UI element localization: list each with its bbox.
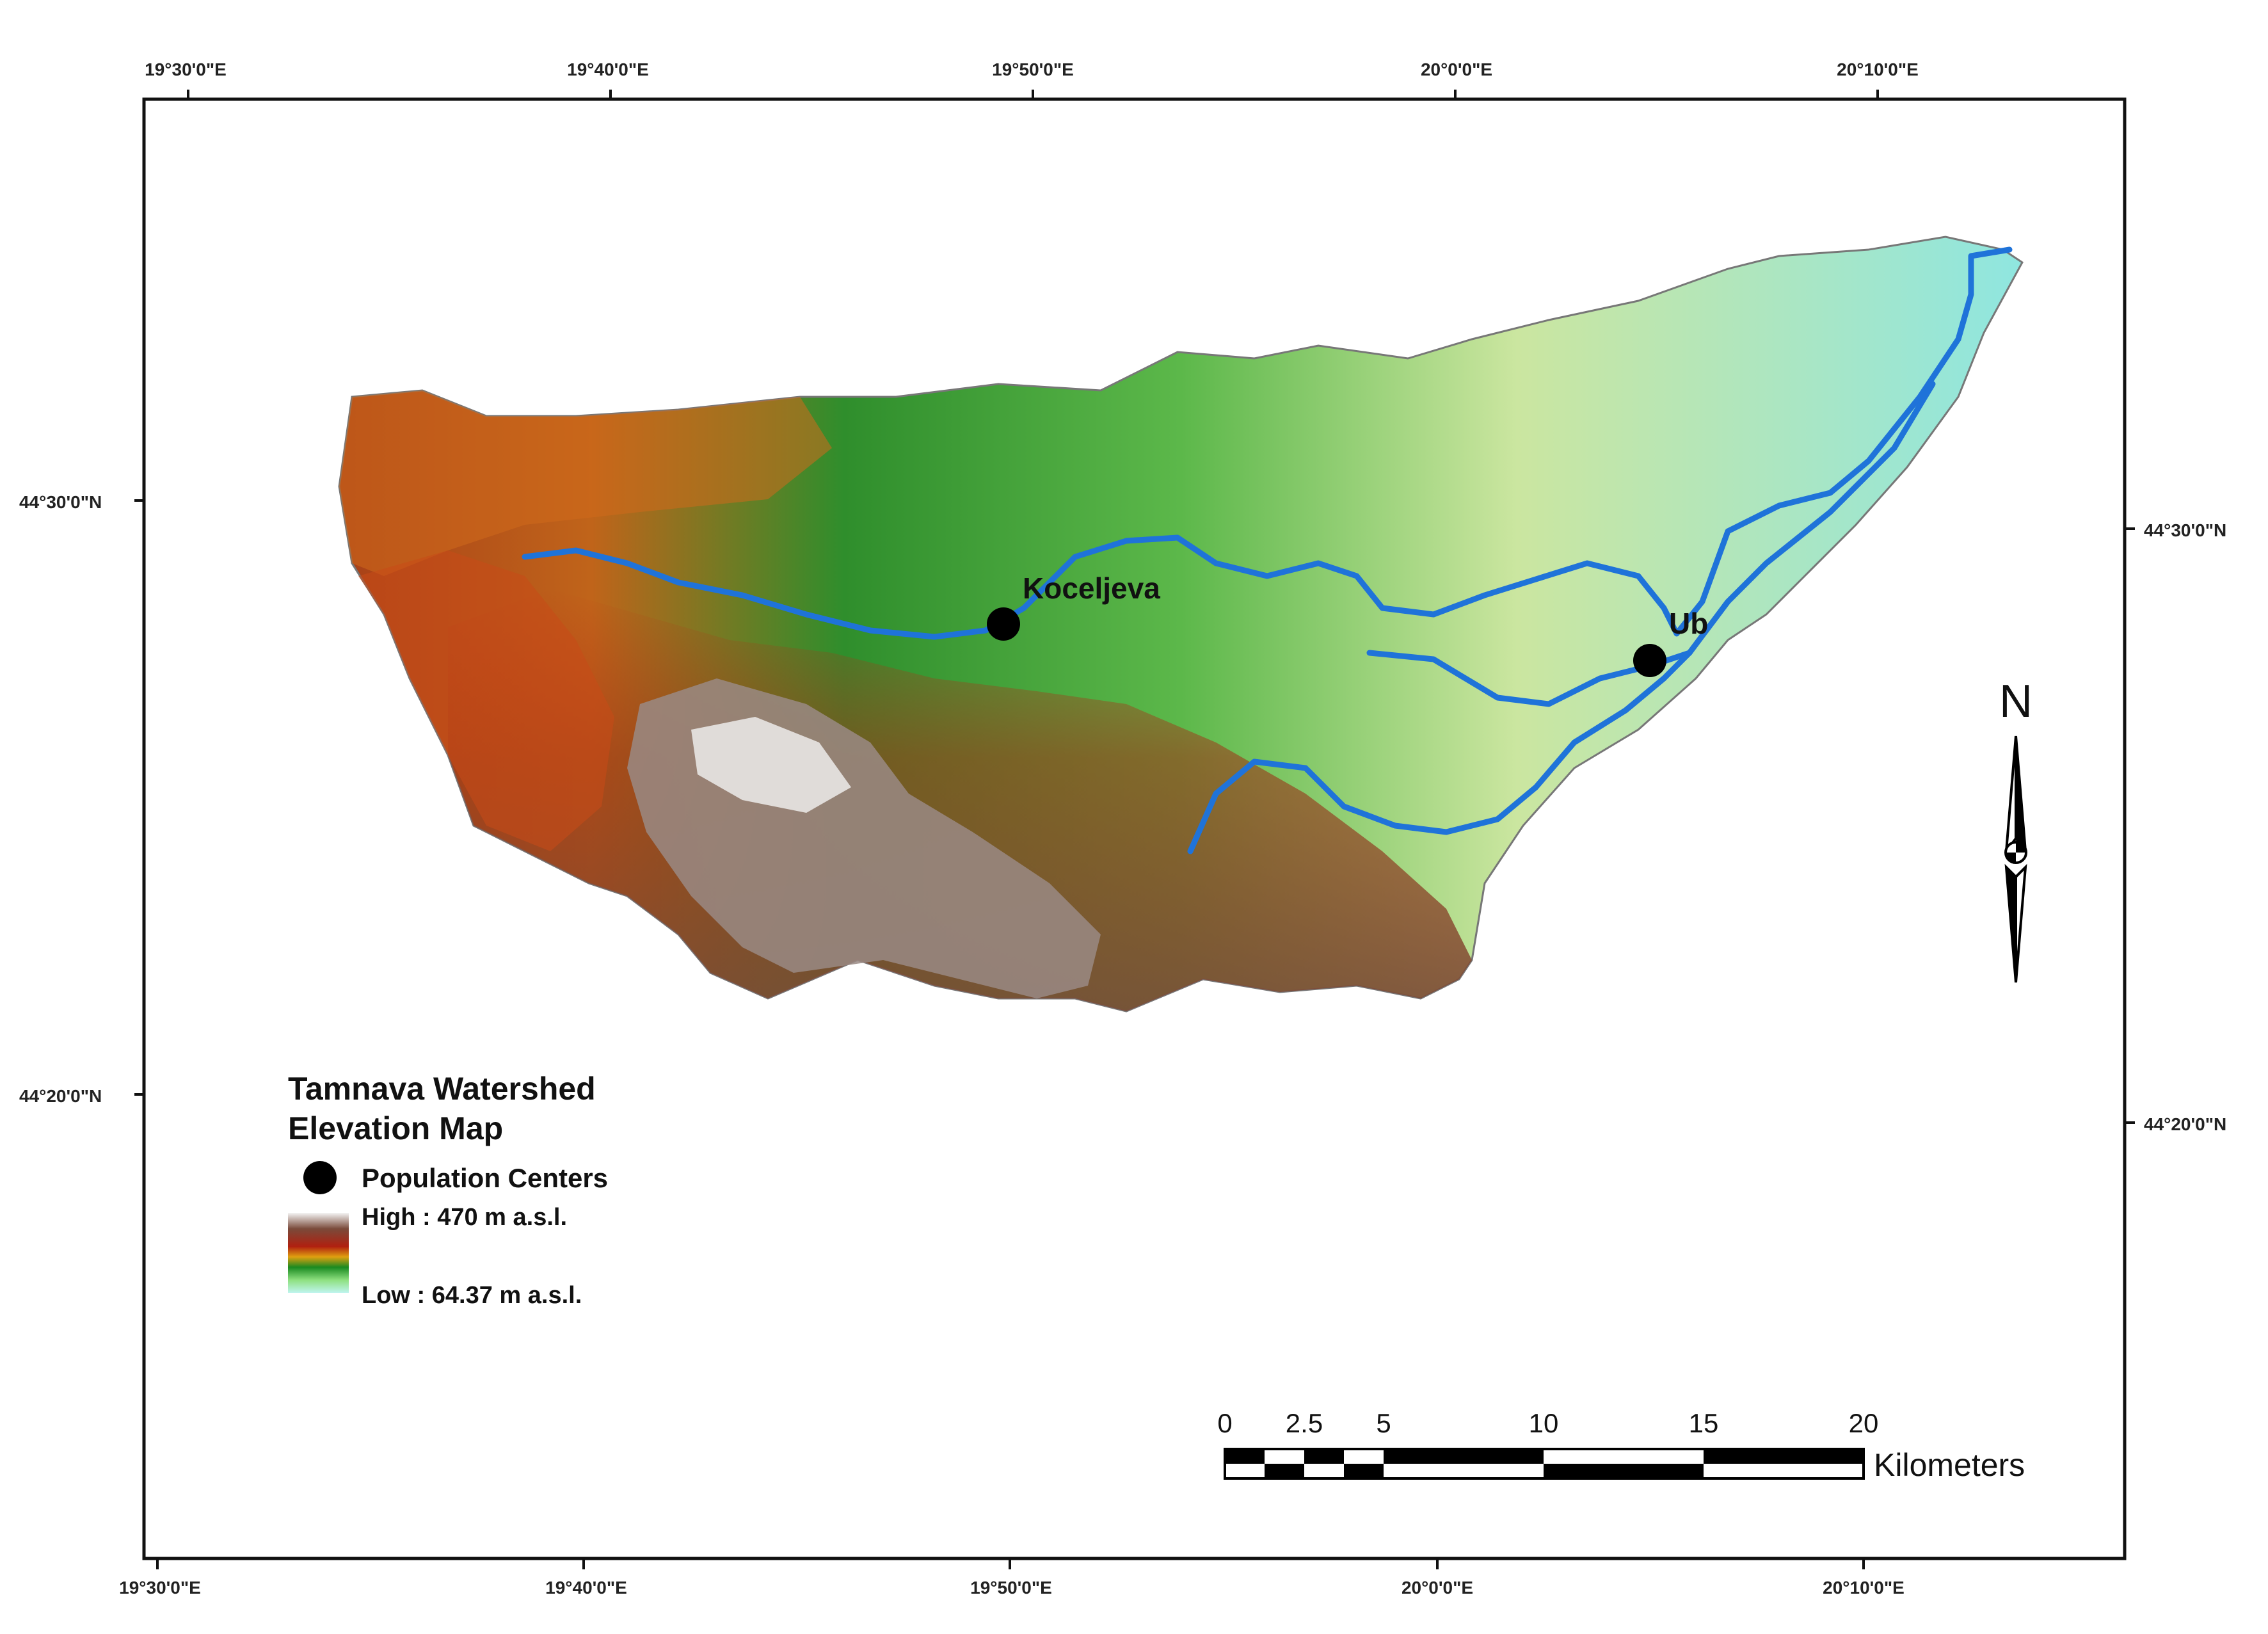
coord-top-1: 19°30'0"E [145,60,227,79]
legend-elevation-ramp [288,1213,349,1293]
scale-tick-2-5: 2.5 [1286,1408,1323,1438]
scale-tick-0: 0 [1217,1408,1232,1438]
tick-marks [134,90,2135,1569]
scale-seg [1704,1449,1864,1464]
western-slope [358,550,614,851]
rivers [522,246,2013,854]
ub-label: Ub [1669,607,1708,640]
scale-seg [1225,1449,1265,1464]
coord-left-1: 44°30'0"N [19,492,102,512]
legend-low-label: Low : 64.37 m a.s.l. [362,1282,582,1309]
north-letter: N [1999,676,2032,727]
coord-bottom-4: 20°0'0"E [1402,1578,1473,1598]
high-peaks-light [691,717,851,813]
north-arrow: N [1999,676,2032,983]
scale-tick-20: 20 [1849,1408,1879,1438]
scale-seg [1544,1464,1704,1478]
scale-tick-5: 5 [1376,1408,1391,1438]
scale-seg [1344,1464,1384,1478]
scale-unit-label: Kilometers [1874,1447,2025,1483]
north-arrow-center-fill [2006,842,2026,863]
scale-tick-15: 15 [1689,1408,1719,1438]
population-centers: Koceljeva Ub [987,572,1708,677]
coord-top-3: 19°50'0"E [992,60,1074,79]
ub-marker [1633,644,1666,677]
scale-seg [1384,1449,1544,1464]
coord-right-1: 44°30'0"N [2144,520,2226,540]
river-ub-branch [1366,381,1936,707]
coord-bottom-1: 19°30'0"E [119,1578,201,1598]
coordinate-labels: 19°30'0"E 19°40'0"E 19°50'0"E 20°0'0"E 2… [19,60,2226,1598]
coord-bottom-2: 19°40'0"E [545,1578,627,1598]
coord-top-4: 20°0'0"E [1421,60,1492,79]
coord-bottom-5: 20°10'0"E [1823,1578,1905,1598]
coord-top-2: 19°40'0"E [567,60,649,79]
scale-seg [1304,1449,1344,1464]
scale-tick-10: 10 [1529,1408,1559,1438]
legend-population-label: Population Centers [362,1163,608,1193]
koceljeva-marker [987,607,1020,641]
watershed-area [338,236,2024,1013]
scale-bar: 0 2.5 5 10 15 20 Kilometers [1217,1408,2025,1483]
koceljeva-label: Koceljeva [1023,572,1160,605]
river-south-branch [1187,650,1693,854]
legend-title-line1: Tamnava Watershed [288,1071,596,1107]
north-arrow-bottom-right [2015,863,2027,983]
legend: Tamnava Watershed Elevation Map Populati… [288,1071,608,1309]
river-main [522,246,2013,640]
coord-left-2: 44°20'0"N [19,1086,102,1106]
scale-seg [1265,1464,1304,1478]
legend-population-marker [303,1161,337,1194]
coord-right-2: 44°20'0"N [2144,1114,2226,1134]
western-ridge [339,390,832,576]
coord-bottom-3: 19°50'0"E [970,1578,1052,1598]
legend-high-label: High : 470 m a.s.l. [362,1204,567,1231]
coord-top-5: 20°10'0"E [1837,60,1919,79]
legend-title-line2: Elevation Map [288,1110,503,1146]
